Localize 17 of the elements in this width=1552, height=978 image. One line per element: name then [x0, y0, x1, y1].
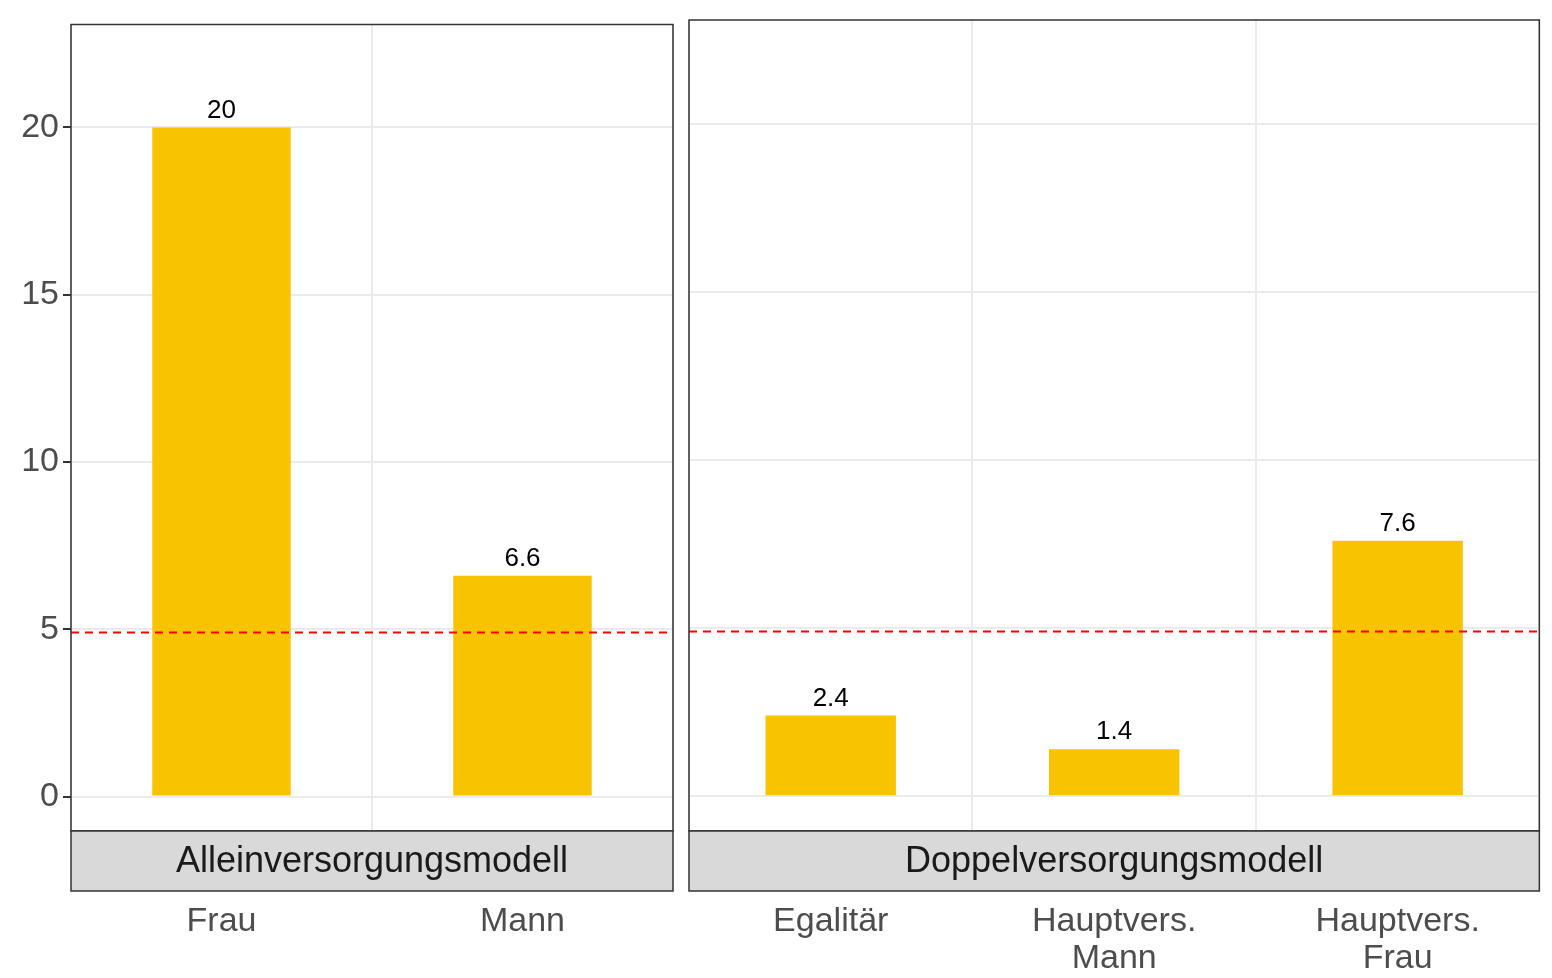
data-label: 2.4	[812, 681, 849, 712]
text: Alleinversorgungsmodell	[175, 838, 569, 880]
y-tick-label: 15	[21, 273, 59, 312]
data-label: 6.6	[504, 541, 541, 572]
data-label: 7.6	[1379, 506, 1416, 537]
x-tick-label: Egalitär	[773, 900, 889, 939]
y-tick-label: 20	[21, 105, 59, 144]
x-tick-label: Mann	[479, 900, 566, 939]
y-tick-label: 5	[40, 607, 59, 646]
x-tick-label: Frau	[186, 900, 257, 939]
data-label: 1.4	[1096, 715, 1133, 746]
text: Doppelversorgungsmodell	[905, 838, 1324, 880]
x-tick-label: Hauptvers. Frau	[1315, 900, 1480, 976]
x-tick-label: Hauptvers. Mann	[1031, 900, 1197, 976]
y-tick-label: 10	[21, 440, 59, 479]
y-tick-label: 0	[40, 774, 59, 813]
data-label: 20	[207, 93, 236, 124]
